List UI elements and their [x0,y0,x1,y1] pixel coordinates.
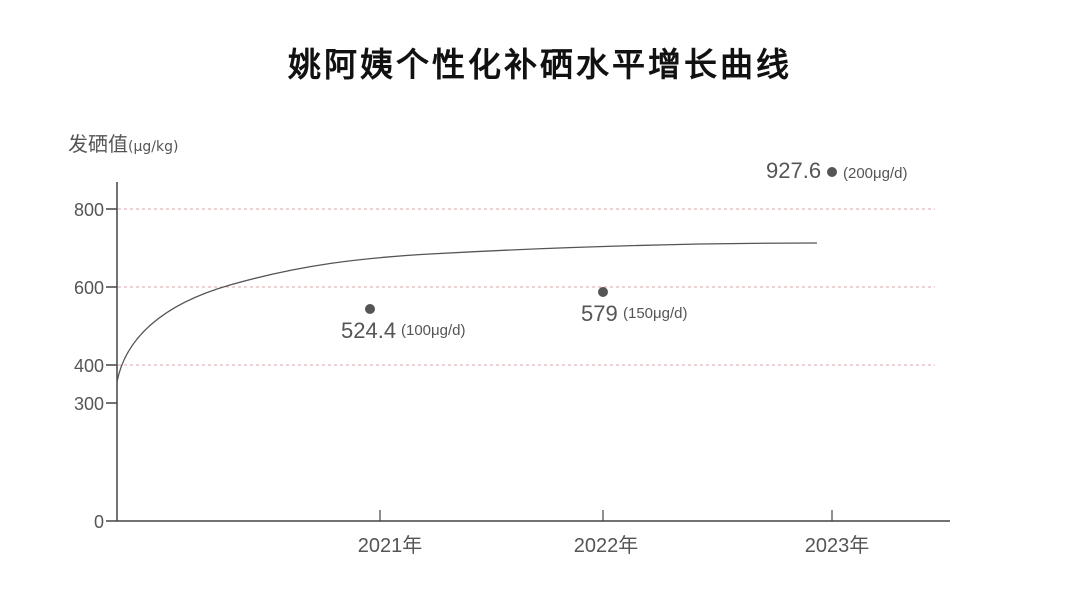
data-label-2021-dose: (100μg/d) [401,322,466,339]
data-label-2022-value: 579 [581,301,618,326]
data-label-2023-value: 927.6 [766,158,821,183]
data-point-2021[interactable] [365,304,375,314]
x-tick-2021: 2021年 [358,534,423,557]
y-tick-400: 400 [74,356,104,376]
grid-lines [118,208,935,366]
y-axis-label: 发硒值(μg/kg) [68,128,178,157]
data-point-2023[interactable] [827,167,837,177]
trend-curve [116,242,818,383]
x-tick-2023: 2023年 [805,534,870,557]
y-axis-unit: (μg/kg) [128,139,179,155]
x-tick-2022: 2022年 [574,534,639,557]
chart-title: 姚阿姨个性化补硒水平增长曲线 [288,45,792,84]
x-ticks [379,510,833,521]
data-label-2023-dose: (200μg/d) [843,165,908,182]
data-label-2022-dose: (150μg/d) [623,305,688,322]
data-point-2022[interactable] [598,287,608,297]
y-axis-label-text: 发硒值 [68,132,128,156]
y-tick-800: 800 [74,200,104,220]
y-tick-300: 300 [74,394,104,414]
y-tick-600: 600 [74,278,104,298]
data-label-2021-value: 524.4 [341,318,396,343]
y-tick-0: 0 [94,512,104,532]
y-ticks [106,208,117,522]
